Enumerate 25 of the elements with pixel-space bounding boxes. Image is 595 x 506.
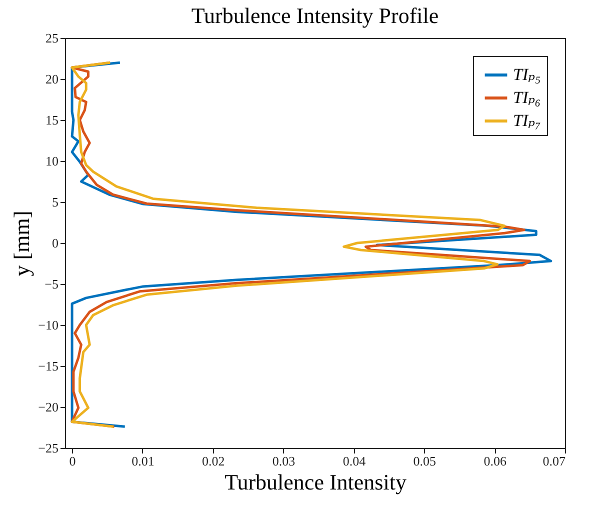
x-tick-label: 0.03	[272, 454, 296, 468]
x-tick-label: 0.05	[413, 454, 436, 468]
x-tick-label: 0.07	[542, 454, 566, 468]
chart-title: Turbulence Intensity Profile	[191, 3, 439, 28]
y-tick-label: −20	[38, 400, 58, 414]
x-tick-label: 0	[69, 454, 76, 468]
y-tick-label: 25	[46, 30, 58, 46]
y-tick-label: 15	[46, 112, 58, 128]
legend-label: TIₚ₇	[513, 111, 541, 130]
y-tick-label: 0	[52, 236, 58, 250]
y-tick-label: −25	[38, 440, 58, 456]
y-tick-label: −10	[38, 318, 58, 332]
x-tick-label: 0.01	[132, 454, 154, 468]
x-tick-label: 0.04	[342, 454, 366, 468]
x-axis-title: Turbulence Intensity	[224, 470, 406, 494]
y-tick-label: 5	[52, 194, 58, 210]
y-tick-label: 10	[46, 154, 58, 168]
y-tick-label: −5	[44, 276, 58, 292]
x-tick-label: 0.06	[484, 454, 507, 468]
y-tick-label: −15	[38, 358, 58, 374]
legend-label: TIₚ₅	[513, 65, 541, 84]
x-tick-label: 0.02	[202, 454, 225, 468]
legend-label: TIₚ₆	[513, 88, 541, 107]
y-tick-label: 20	[46, 72, 58, 86]
y-axis-title: y [mm]	[9, 210, 34, 276]
